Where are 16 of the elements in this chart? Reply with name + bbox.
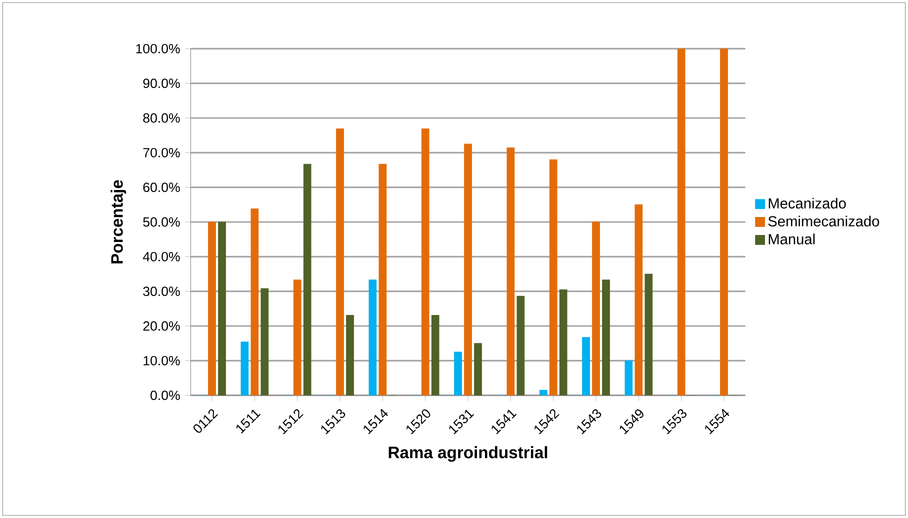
x-axis-title: Rama agroindustrial <box>388 446 548 462</box>
legend-label: Mecanizado <box>768 198 846 209</box>
y-tick-label: 60.0% <box>143 182 180 192</box>
y-tick-label: 40.0% <box>142 252 180 262</box>
y-axis-title: Porcentaje <box>110 180 126 264</box>
y-tick-label: 80.0% <box>143 113 180 123</box>
y-tick-label: 50.0% <box>143 217 180 227</box>
y-tick-label: 90.0% <box>143 78 180 88</box>
y-tick-label: 30.0% <box>143 286 180 296</box>
y-tick-label: 20.0% <box>143 321 180 331</box>
y-tick-label: 100.0% <box>136 44 180 54</box>
y-tick-label: 0.0% <box>150 390 180 400</box>
legend-label: Semimecanizado <box>768 216 880 226</box>
y-tick-label: 70.0% <box>143 148 180 158</box>
y-tick-label: 10.0% <box>144 356 180 366</box>
legend-label: Manual <box>768 234 815 244</box>
